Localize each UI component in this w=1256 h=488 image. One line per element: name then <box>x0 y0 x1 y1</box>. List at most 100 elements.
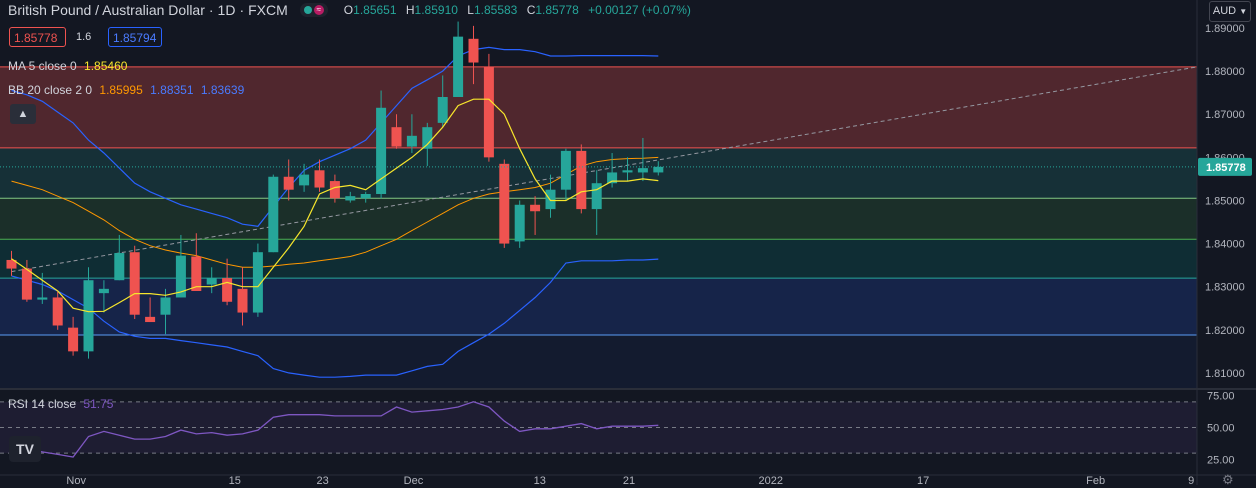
candle-body <box>21 268 32 300</box>
candle <box>560 148 571 201</box>
y-tick-label: 1.83000 <box>1205 282 1245 294</box>
trend-line[interactable] <box>11 66 1198 273</box>
candle-body <box>576 150 587 210</box>
open-value: 1.85651 <box>353 3 397 17</box>
candle <box>499 159 510 248</box>
candle <box>437 75 448 128</box>
symbol-name[interactable]: British Pound / Australian Dollar <box>8 2 205 18</box>
tradingview-logo: TV <box>9 436 41 462</box>
interval[interactable]: 1D <box>217 2 236 18</box>
bb-upper-value: 1.88351 <box>150 83 194 97</box>
y-tick-label: 1.81000 <box>1205 368 1245 380</box>
ma-label: MA 5 close 0 <box>8 59 77 73</box>
candle-body <box>514 204 525 242</box>
fib-zone <box>0 334 1197 388</box>
bb-label: BB 20 close 2 0 <box>8 83 93 97</box>
y-tick-label: 1.85000 <box>1205 195 1245 207</box>
collapse-legend-button[interactable]: ▲ <box>10 104 36 124</box>
candle-body <box>37 297 48 300</box>
candlesticks <box>6 21 664 359</box>
y-tick-label: 1.82000 <box>1205 325 1245 337</box>
ma-legend[interactable]: MA 5 close 0 1.85460 <box>8 59 127 73</box>
candle <box>268 174 279 253</box>
candle <box>237 267 248 326</box>
market-status[interactable]: ≈ <box>299 3 328 17</box>
candle-body <box>191 256 202 291</box>
rsi-pane[interactable] <box>0 401 1197 458</box>
rsi-legend[interactable]: RSI 14 close 51.75 <box>8 397 113 411</box>
candle <box>314 159 325 192</box>
bb-upper-line <box>11 46 659 227</box>
x-tick-label: Nov <box>66 475 86 485</box>
candle <box>21 259 32 302</box>
x-tick-label: Feb <box>1086 475 1105 485</box>
candle-body <box>329 181 340 199</box>
candle-body <box>422 127 433 149</box>
candle-body <box>391 127 402 147</box>
candle <box>514 200 525 248</box>
candle-body <box>560 150 571 190</box>
rsi-tick-label: 75.00 <box>1207 390 1235 402</box>
candle-body <box>145 316 156 323</box>
candle <box>175 234 186 298</box>
ohlc-values: O1.85651 H1.85910 L1.85583 C1.85778 +0.0… <box>343 3 691 17</box>
candle-body <box>68 327 79 352</box>
candle <box>591 170 602 235</box>
candle-body <box>607 172 618 184</box>
candle <box>406 114 417 154</box>
x-tick-label: 2022 <box>758 475 782 485</box>
candle <box>345 191 356 203</box>
candle-body <box>483 66 494 158</box>
candle <box>545 174 556 218</box>
candle-body <box>545 189 556 210</box>
currency-button[interactable]: AUD ▼ <box>1209 1 1251 22</box>
candle-body <box>206 278 217 285</box>
candle-body <box>252 252 263 313</box>
sell-price-button[interactable]: 1.85778 <box>9 27 66 47</box>
candle <box>37 272 48 304</box>
bb-lower-line <box>11 258 659 378</box>
ma-line <box>11 98 659 313</box>
gear-icon[interactable]: ⚙ <box>1222 472 1234 487</box>
candle <box>6 250 17 276</box>
bb-basis-value: 1.85995 <box>99 83 143 97</box>
fibonacci-retracement[interactable] <box>0 66 1197 388</box>
ma-value: 1.85460 <box>84 59 128 73</box>
candle-body <box>376 107 387 194</box>
change-value: +0.00127 (+0.07%) <box>588 3 691 17</box>
rsi-label: RSI 14 close <box>8 397 77 411</box>
candle <box>360 191 371 203</box>
candle <box>329 174 340 203</box>
candle-body <box>468 38 479 63</box>
buy-price-button[interactable]: 1.85794 <box>108 27 162 47</box>
candle <box>576 144 587 214</box>
candle <box>145 297 156 323</box>
moving-average-line <box>0 98 1197 313</box>
candle-body <box>360 194 371 199</box>
y-tick-label: 1.84000 <box>1205 239 1245 251</box>
candle <box>114 234 125 281</box>
symbol-header: British Pound / Australian Dollar · 1D ·… <box>8 2 691 18</box>
x-tick-label: 21 <box>623 475 635 485</box>
bb-legend[interactable]: BB 20 close 2 0 1.85995 1.88351 1.83639 <box>8 83 244 97</box>
y-tick-label: 1.87000 <box>1205 109 1245 121</box>
chevron-up-icon: ▲ <box>17 108 29 120</box>
candle <box>98 280 109 313</box>
candle <box>468 25 479 85</box>
candle-body <box>453 36 464 97</box>
candle <box>483 53 494 162</box>
candle <box>83 267 94 359</box>
candle-body <box>175 255 186 298</box>
rsi-tick-label: 50.00 <box>1207 423 1235 435</box>
candle <box>299 163 310 192</box>
candle <box>453 21 464 97</box>
candle <box>622 157 633 182</box>
candle-body <box>637 168 648 173</box>
candle <box>129 245 140 320</box>
x-tick-label: 9 <box>1188 475 1194 485</box>
candle-body <box>591 183 602 210</box>
separator: · <box>239 2 245 18</box>
current-price-label: 1.85778 <box>1206 162 1246 174</box>
